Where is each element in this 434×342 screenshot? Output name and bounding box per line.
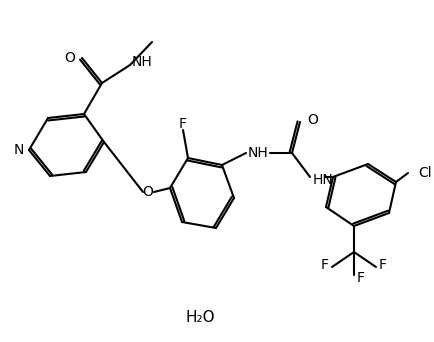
Text: F: F (356, 271, 364, 285)
Text: O: O (64, 51, 75, 65)
Text: O: O (142, 185, 153, 199)
Text: F: F (320, 258, 328, 272)
Text: NH: NH (247, 146, 268, 160)
Text: F: F (178, 117, 187, 131)
Text: F: F (378, 258, 386, 272)
Text: Cl: Cl (417, 166, 431, 180)
Text: N: N (13, 143, 24, 157)
Text: NH: NH (132, 55, 152, 69)
Text: HN: HN (312, 173, 333, 187)
Text: H₂O: H₂O (185, 311, 214, 326)
Text: O: O (306, 113, 317, 127)
